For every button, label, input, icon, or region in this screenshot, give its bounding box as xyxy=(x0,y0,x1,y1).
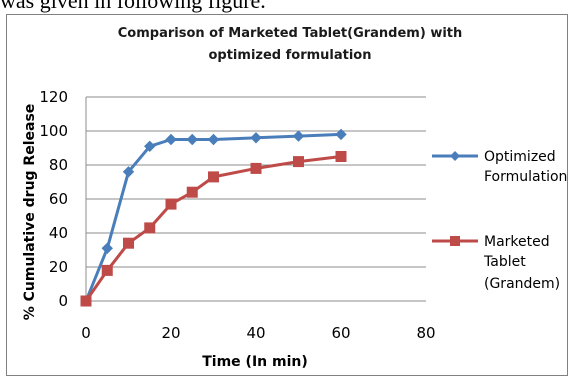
legend-label: Optimized xyxy=(484,149,556,165)
data-point xyxy=(335,128,347,141)
y-tick-label: 120 xyxy=(39,88,68,106)
legend-label: Tablet xyxy=(483,254,526,270)
x-tick-label: 40 xyxy=(246,324,265,342)
x-axis-title: Time (In min) xyxy=(202,354,308,370)
data-point xyxy=(122,166,135,178)
data-point xyxy=(80,295,92,307)
data-point xyxy=(250,162,262,174)
legend: Optimized Formulation Marketed Tablet (Grand… xyxy=(432,149,567,292)
data-point xyxy=(165,133,177,146)
axes xyxy=(85,97,426,302)
data-point xyxy=(101,264,113,276)
legend-marker xyxy=(450,236,460,246)
y-tick-label: 100 xyxy=(39,122,68,140)
data-point xyxy=(186,186,198,198)
y-tick-label: 40 xyxy=(49,224,68,242)
data-point xyxy=(186,133,198,146)
x-tick-label: 20 xyxy=(161,324,180,342)
y-tick-label: 60 xyxy=(49,190,68,208)
x-tick-label: 80 xyxy=(416,324,435,342)
data-point xyxy=(144,140,156,153)
series-line xyxy=(84,132,342,302)
data-point xyxy=(208,171,219,183)
series-line xyxy=(84,155,342,302)
series-layer xyxy=(80,128,347,307)
page-top-text: was given in following figure. xyxy=(0,0,266,13)
chart-title-line-2: optimized formulation xyxy=(208,48,371,63)
data-point xyxy=(165,198,177,210)
gridlines xyxy=(86,96,426,268)
data-point xyxy=(101,242,113,255)
x-tick-label: 60 xyxy=(331,324,350,342)
legend-label: Marketed xyxy=(484,234,550,250)
y-tick-label: 0 xyxy=(58,292,68,310)
data-point xyxy=(250,132,262,144)
data-point xyxy=(123,237,134,249)
data-point xyxy=(207,133,220,146)
x-tick-label: 0 xyxy=(81,324,91,342)
legend-label: Formulation xyxy=(484,169,567,185)
chart-frame xyxy=(6,14,568,376)
y-tick-label: 20 xyxy=(49,258,68,276)
data-point xyxy=(335,151,347,162)
data-point xyxy=(292,130,305,142)
tick-labels: 0 20 40 60 80 100 120 0 20 40 60 80 xyxy=(39,88,435,342)
chart-title-line-1: Comparison of Marketed Tablet(Grandem) w… xyxy=(118,26,463,41)
data-point xyxy=(144,222,156,234)
y-axis-title: % Cumulative drug Release xyxy=(22,104,38,321)
legend-label: (Grandem) xyxy=(484,276,560,292)
data-point xyxy=(293,156,304,168)
legend-marker xyxy=(450,151,460,161)
y-tick-label: 80 xyxy=(49,156,68,174)
